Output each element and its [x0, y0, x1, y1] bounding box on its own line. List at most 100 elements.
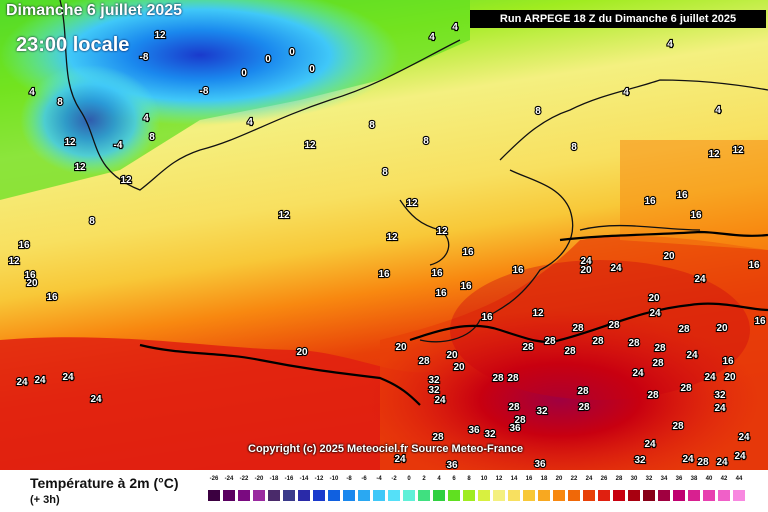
temperature-label: 28	[418, 356, 430, 367]
scale-tick-label: 32	[645, 476, 653, 482]
scale-swatch	[403, 490, 415, 501]
scale-tick-label: 30	[630, 476, 638, 482]
temperature-label: 28	[544, 336, 556, 347]
temperature-label: 8	[89, 216, 95, 227]
temperature-label: 20	[26, 278, 38, 289]
scale-tick-label: -8	[346, 476, 352, 482]
temperature-label: 12	[386, 232, 398, 243]
temperature-label: -8	[200, 86, 209, 97]
scale-swatch	[523, 490, 535, 501]
temperature-label: 28	[654, 343, 666, 354]
scale-swatch	[463, 490, 475, 501]
scale-swatch	[268, 490, 280, 501]
temperature-label: 32	[484, 429, 496, 440]
temperature-label: 8	[382, 167, 388, 178]
temperature-label: 16	[748, 260, 760, 271]
temperature-label: 12	[406, 198, 418, 209]
scale-tick-label: 42	[720, 476, 728, 482]
temperature-label: 0	[265, 54, 271, 65]
temperature-label: 20	[716, 323, 728, 334]
temperature-label: 24	[434, 395, 446, 406]
color-legend: Température à 2m (°C) (+ 3h) -26 -24 -22 -2…	[0, 470, 768, 512]
temperature-label: 4	[29, 87, 35, 98]
run-info-banner: Run ARPEGE 18 Z du Dimanche 6 juillet 20…	[470, 10, 766, 28]
legend-title: Température à 2m (°C)	[30, 475, 179, 491]
scale-swatch	[478, 490, 490, 501]
scale-tick-label: -20	[254, 476, 264, 482]
scale-swatch	[328, 490, 340, 501]
temperature-label: 24	[649, 308, 661, 319]
scale-swatch	[583, 490, 595, 501]
temperature-label: 8	[149, 132, 155, 143]
temperature-label: 12	[304, 140, 316, 151]
temperature-label: 4	[715, 105, 721, 116]
scale-tick-label: -12	[314, 476, 324, 482]
temperature-label: 8	[423, 136, 429, 147]
scale-swatch	[223, 490, 235, 501]
scale-swatch	[418, 490, 430, 501]
temperature-label: 24	[16, 377, 28, 388]
temperature-label: 32	[536, 406, 548, 417]
scale-swatch	[358, 490, 370, 501]
scale-tick-label: -16	[284, 476, 294, 482]
scale-tick-label: 0	[407, 476, 411, 482]
temperature-label: 28	[514, 415, 526, 426]
temperature-label: 28	[577, 386, 589, 397]
scale-tick-label: 38	[690, 476, 698, 482]
scale-tick-label: 44	[735, 476, 743, 482]
temperature-label: 28	[608, 320, 620, 331]
temperature-label: 28	[678, 324, 690, 335]
temperature-label: 36	[468, 425, 480, 436]
scale-tick-label: 10	[480, 476, 488, 482]
scale-swatch	[688, 490, 700, 501]
temperature-label: 32	[714, 390, 726, 401]
scale-swatch	[283, 490, 295, 501]
scale-tick-label: 14	[510, 476, 518, 482]
scale-tick-label: 2	[422, 476, 426, 482]
temperature-label: 16	[24, 270, 36, 281]
temperature-label: 12	[436, 226, 448, 237]
temperature-label: 28	[680, 383, 692, 394]
temperature-label: 28	[592, 336, 604, 347]
scale-swatch	[673, 490, 685, 501]
scale-tick-label: -24	[224, 476, 234, 482]
scale-swatch	[208, 490, 220, 501]
temperature-label: 28	[578, 402, 590, 413]
temperature-label: 12	[278, 210, 290, 221]
temperature-label: 16	[481, 312, 493, 323]
temperature-label: 8	[369, 120, 375, 131]
temperature-label: 24	[704, 372, 716, 383]
temperature-label: 12	[708, 149, 720, 160]
temperature-label: 20	[296, 347, 308, 358]
temperature-label: -8	[140, 52, 149, 63]
temperature-label: 0	[241, 68, 247, 79]
scale-swatch	[703, 490, 715, 501]
scale-tick-label: 8	[467, 476, 471, 482]
scale-tick-label: 26	[600, 476, 608, 482]
scale-tick-label: 16	[525, 476, 533, 482]
scale-swatch	[343, 490, 355, 501]
temperature-label: 32	[428, 385, 440, 396]
temperature-label: 12	[120, 175, 132, 186]
temperature-label: 16	[18, 240, 30, 251]
temperature-label: 36	[446, 460, 458, 470]
temperature-label: 36	[509, 423, 521, 434]
temperature-label: 16	[46, 292, 58, 303]
scale-swatch	[448, 490, 460, 501]
date-title: Dimanche 6 juillet 2025	[6, 2, 183, 19]
temperature-label: 28	[564, 346, 576, 357]
temperature-label: 28	[432, 432, 444, 443]
scale-tick-label: -18	[269, 476, 279, 482]
scale-tick-label: -22	[239, 476, 249, 482]
temperature-label: 20	[446, 350, 458, 361]
scale-swatch	[718, 490, 730, 501]
temperature-label: 4	[452, 22, 458, 33]
temperature-label: -4	[114, 140, 123, 151]
temperature-label: 24	[694, 274, 706, 285]
temperature-label: 28	[507, 373, 519, 384]
scale-tick-label: -26	[209, 476, 219, 482]
temperature-label: 24	[610, 263, 622, 274]
temperature-label: 28	[672, 421, 684, 432]
scale-swatch	[493, 490, 505, 501]
